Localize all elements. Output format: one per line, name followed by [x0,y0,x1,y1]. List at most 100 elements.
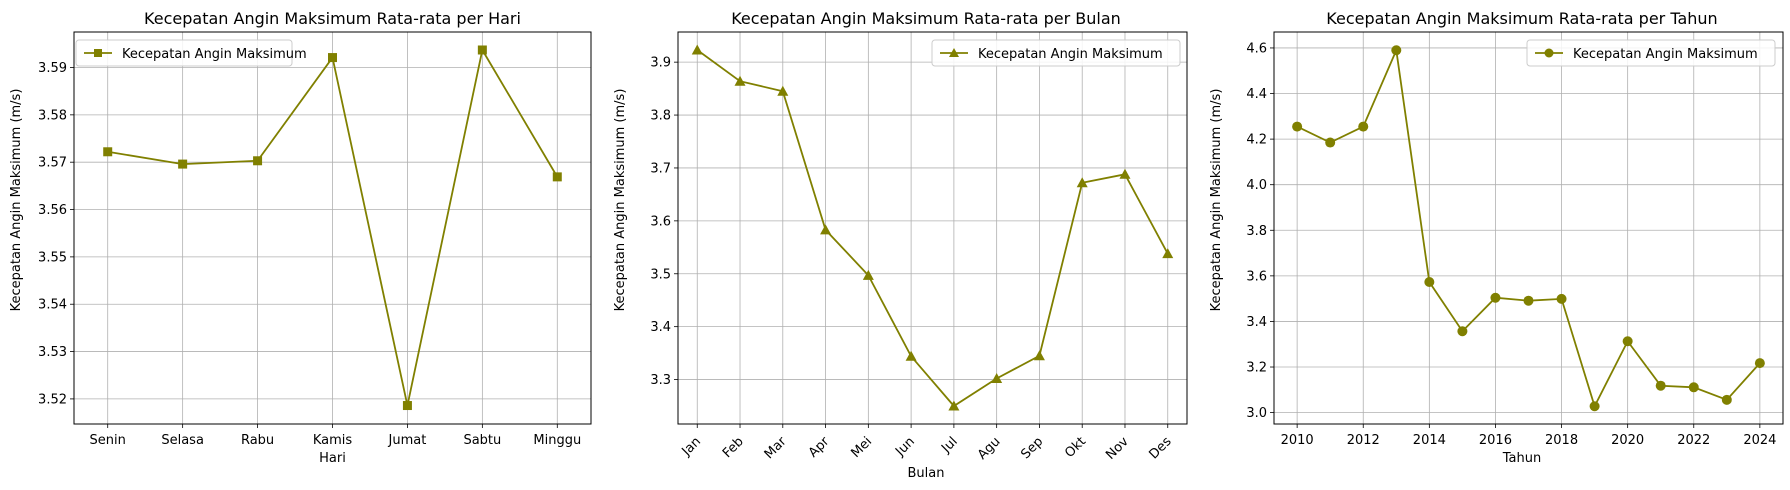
x-tick-label: 2022 [1677,433,1710,448]
chart-panel-per-hari: Kecepatan Angin Maksimum Rata-rata per H… [9,9,592,466]
x-tick-label: Jumat [388,433,427,448]
y-tick-label: 3.4 [1246,315,1267,330]
plot-area: 3.0 3.2 3.4 3.6 3.8 4.0 4.2 4.4 4.6 2010 2012 2014 2… [1246,31,1784,448]
y-tick-label: 3.6 [1246,269,1267,284]
data-point-triangle [862,269,874,280]
data-point-triangle [691,44,703,55]
data-point-circle [1292,121,1303,132]
axes-frame [73,31,592,425]
y-tick-label: 3.3 [650,373,671,388]
y-tick-label: 3.8 [1246,224,1267,239]
legend: Kecepatan Angin Maksimum [75,39,307,67]
legend: Kecepatan Angin Maksimum [1526,39,1776,67]
axes-frame [677,31,1188,425]
data-point-triangle [905,350,917,361]
x-tick-label: Mar [762,434,790,462]
y-tick-label: 3.57 [38,156,67,171]
x-tick-label: 2010 [1281,433,1314,448]
x-tick-label: 2020 [1611,433,1644,448]
data-point-circle [1325,137,1336,148]
data-point-triangle [1162,248,1174,259]
legend-box [75,39,293,67]
chart-title: Kecepatan Angin Maksimum Rata-rata per T… [1326,9,1717,28]
x-tick-label: 2012 [1347,433,1380,448]
x-tick-label: 2018 [1545,433,1578,448]
x-tick-label: Apr [806,434,833,461]
x-tick-label: Minggu [533,433,581,448]
data-point-triangle [991,373,1003,384]
axes-frame [1273,31,1784,425]
data-point-square [103,147,113,157]
y-tick-label: 3.55 [38,250,67,265]
data-point-triangle [734,75,746,86]
series-line [696,49,1169,408]
plot-area: 3.3 3.4 3.5 3.6 3.7 3.8 3.9 Jan Feb Mar Apr Mei Jun J… [650,31,1188,463]
y-tick-label: 3.58 [38,108,67,123]
data-point-triangle [1076,177,1088,188]
legend-marker-triangle [949,48,959,57]
y-tick-label: 3.5 [650,267,671,282]
x-tick-label: Jun [892,434,918,460]
legend-label: Kecepatan Angin Maksimum [978,47,1163,62]
legend-marker-square [94,49,102,57]
y-tick-label: 4.0 [1246,178,1267,193]
data-point-circle [1721,394,1732,405]
y-tick-label: 3.9 [650,56,671,71]
x-axis-label: Hari [319,451,346,466]
data-point-circle [1688,382,1699,393]
series-line [1296,46,1761,409]
data-point-square [552,172,562,182]
y-axis-label: Kecepatan Angin Maksimum (m/s) [613,89,628,312]
data-point-square [328,53,337,63]
y-tick-label: 3.54 [38,298,67,313]
x-tick-label: Sep [1018,434,1046,462]
plot-area: 3.52 3.53 3.54 3.55 3.56 3.57 3.58 3.59 Senin Sel… [38,31,592,448]
data-point-triangle [948,400,960,411]
data-point-circle [1655,380,1666,391]
x-tick-label: Okt [1062,434,1089,461]
data-point-triangle [1119,168,1131,179]
y-tick-label: 3.2 [1246,361,1267,376]
y-tick-label: 4.2 [1246,133,1267,148]
data-point-square [402,401,412,411]
y-tick-label: 3.53 [38,345,67,360]
y-tick-label: 3.52 [38,392,67,407]
data-point-square [253,156,263,166]
y-tick-label: 3.56 [38,203,67,218]
chart-title: Kecepatan Angin Maksimum Rata-rata per H… [144,9,521,28]
legend: Kecepatan Angin Maksimum [931,39,1181,67]
y-axis-label: Kecepatan Angin Maksimum (m/s) [1209,89,1224,312]
data-point-square [477,45,487,55]
data-point-circle [1457,326,1468,337]
x-tick-label: 2014 [1413,433,1446,448]
x-tick-label: Kamis [313,433,353,448]
legend-label: Kecepatan Angin Maksimum [122,47,307,62]
x-tick-label: Des [1146,434,1174,462]
data-point-circle [1589,401,1600,412]
x-tick-label: Jan [679,434,704,459]
data-point-triangle [820,224,832,235]
legend-box [1526,39,1776,67]
y-tick-label: 3.0 [1246,406,1267,421]
data-point-triangle [1033,350,1045,361]
y-tick-label: 3.4 [650,320,671,335]
x-tick-label: Nov [1103,434,1132,463]
y-tick-label: 3.7 [650,161,671,176]
x-tick-label: Rabu [241,433,274,448]
y-tick-label: 3.6 [650,214,671,229]
x-tick-label: Feb [720,434,747,461]
y-tick-label: 3.59 [38,61,67,76]
x-axis-label: Bulan [908,466,945,481]
legend-box [931,39,1181,67]
chart-panel-per-tahun: Kecepatan Angin Maksimum Rata-rata per T… [1209,9,1784,466]
y-axis-label: Kecepatan Angin Maksimum (m/s) [9,89,24,312]
x-tick-label: Agu [975,434,1004,463]
data-point-circle [1523,295,1534,306]
x-tick-label: 2016 [1479,433,1512,448]
x-tick-label: Sabtu [463,433,501,448]
data-point-circle [1754,358,1765,369]
x-axis-label: Tahun [1502,451,1541,466]
data-point-circle [1391,45,1402,56]
legend-label: Kecepatan Angin Maksimum [1573,47,1758,62]
